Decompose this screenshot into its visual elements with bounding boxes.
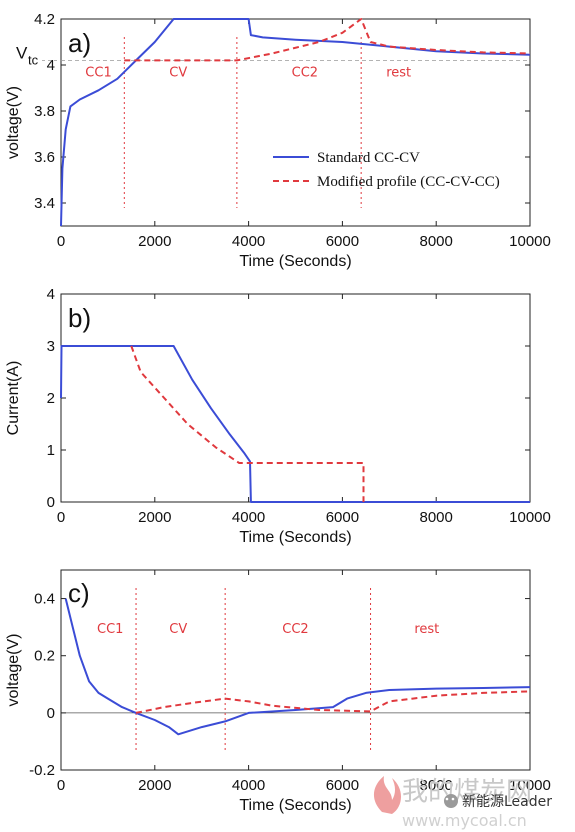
panel-label: a) [68, 28, 91, 58]
legend-entry: Standard CC-CV [317, 150, 420, 166]
x-tick-label: 6000 [326, 233, 359, 250]
series-line-modified [124, 18, 531, 62]
series-line-modified [130, 345, 365, 502]
plot-frame [60, 293, 531, 503]
y-tick-label: 1 [47, 442, 55, 459]
chart-panel-2: 0 2000 4000 6000 8000 10000 0 1 2 3 4 Time (Seconds… [5, 286, 551, 546]
series-line-standard [60, 18, 531, 227]
y-axis-label: Current(A) [5, 361, 22, 436]
y-axis-label: voltage(V) [5, 634, 22, 707]
x-tick-label: 4000 [232, 509, 265, 526]
series-line-standard [64, 598, 531, 736]
plot-frame [60, 18, 531, 227]
phase-label: CV [169, 66, 187, 81]
flame-logo-icon [373, 776, 401, 814]
series-line-standard [60, 345, 530, 503]
x-tick-label: 10000 [509, 233, 551, 250]
x-tick-label: 8000 [420, 509, 453, 526]
phase-label: CC1 [97, 622, 123, 637]
y-tick-label: 4 [47, 286, 55, 303]
x-tick-label: 10000 [509, 509, 551, 526]
y-tick-label: -0.2 [29, 762, 55, 779]
series-line-modified [135, 690, 531, 714]
x-tick-label: 0 [57, 509, 65, 526]
y-tick-label: 4.2 [34, 11, 55, 28]
y-tick-label: 0 [47, 494, 55, 511]
x-tick-label: 4000 [232, 233, 265, 250]
y-tick-label: 4 [47, 57, 55, 74]
x-tick-label: 8000 [420, 233, 453, 250]
chart-panel-1: 0 2000 4000 6000 8000 10000 3.4 3.6 3.8 4 4.2 Time … [5, 11, 551, 270]
phase-label: CV [169, 622, 187, 637]
x-tick-label: 6000 [326, 509, 359, 526]
y-tick-label: 3.8 [34, 103, 55, 120]
x-tick-label: 4000 [232, 777, 265, 794]
watermark-url: www.mycoal.cn [402, 811, 527, 830]
y-tick-label: 0 [47, 705, 55, 722]
y-tick-label: 0.4 [34, 591, 55, 608]
legend-entry: Modified profile (CC-CV-CC) [317, 174, 500, 190]
watermark-wechat-account: 新能源Leader [462, 794, 552, 810]
watermark-text-cn: 我的煤炭网 [402, 777, 532, 807]
phase-label: rest [414, 622, 439, 637]
x-tick-label: 8000 [420, 777, 453, 794]
x-axis-label: Time (Seconds) [239, 529, 351, 546]
wechat-badge: 新能源Leader [444, 794, 552, 810]
x-tick-label: 2000 [138, 777, 171, 794]
x-axis-label: Time (Seconds) [239, 253, 351, 270]
panel-label: b) [68, 303, 91, 333]
x-tick-label: 2000 [138, 509, 171, 526]
y-tick-label: 2 [47, 390, 55, 407]
y-tick-label: 3.4 [34, 195, 55, 212]
x-tick-label: 10000 [509, 777, 551, 794]
watermark: 我的煤炭网 www.mycoal.cn 新能源Leader [373, 776, 552, 830]
panel-label: c) [68, 578, 90, 608]
phase-label: CC2 [282, 622, 308, 637]
x-tick-label: 0 [57, 233, 65, 250]
plot-frame [60, 569, 531, 771]
x-tick-label: 0 [57, 777, 65, 794]
x-tick-label: 2000 [138, 233, 171, 250]
x-tick-label: 6000 [326, 777, 359, 794]
phase-label: rest [386, 66, 411, 81]
vtc-label: V [16, 43, 28, 62]
y-axis-label: voltage(V) [5, 86, 22, 159]
phase-label: CC1 [85, 66, 111, 81]
y-tick-label: 3 [47, 338, 55, 355]
phase-label: CC2 [292, 66, 318, 81]
y-tick-label: 0.2 [34, 648, 55, 665]
x-axis-label: Time (Seconds) [239, 797, 351, 814]
y-tick-label: 3.6 [34, 149, 55, 166]
vtc-subscript: tc [28, 52, 39, 67]
